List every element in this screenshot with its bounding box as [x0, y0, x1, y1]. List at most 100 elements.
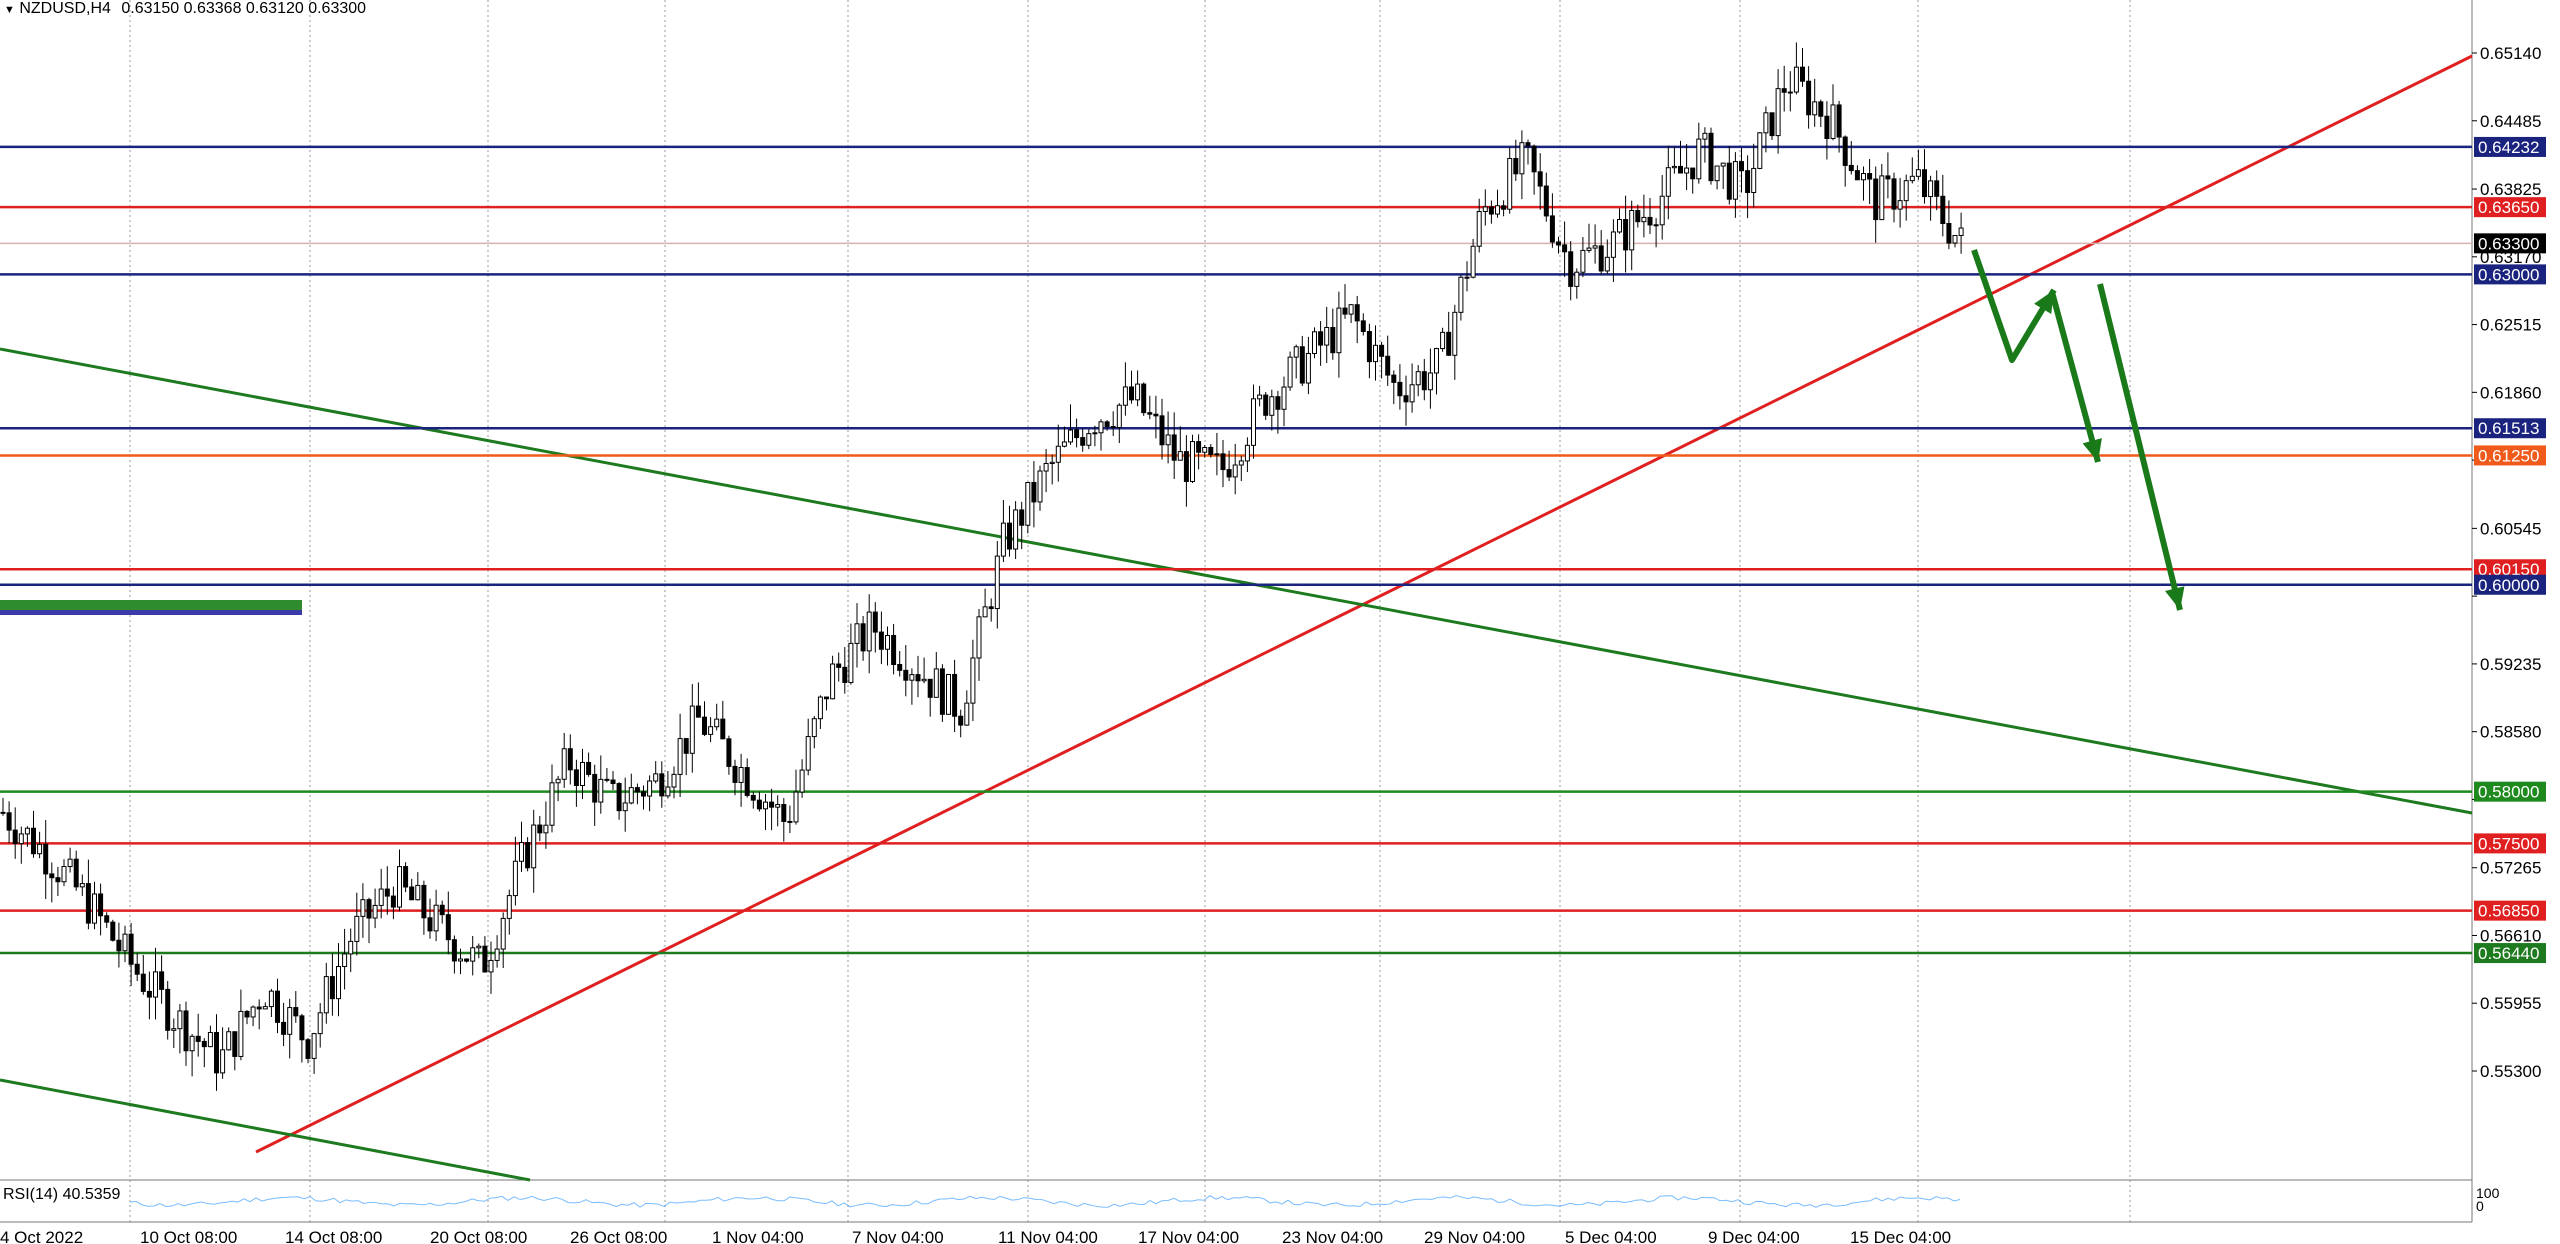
candle-body [1214, 453, 1220, 456]
price-tick-label: 0.58580 [2480, 723, 2541, 742]
level-label-text: 0.63650 [2478, 198, 2539, 217]
time-label: 15 Dec 04:00 [1850, 1228, 1951, 1244]
candle-body [275, 990, 280, 1023]
forecast-arrow-pullback[interactable] [1971, 249, 2057, 363]
candle-body [1025, 481, 1031, 526]
candle-body [1061, 441, 1067, 447]
candle-body [1171, 434, 1177, 461]
candle-body [1452, 311, 1458, 356]
candle-body [677, 738, 683, 775]
candle-body [1580, 249, 1586, 273]
candle-body [671, 773, 677, 788]
candle-body [561, 748, 567, 780]
candle-body [1336, 307, 1342, 354]
candle-body [1476, 211, 1482, 247]
candle-body [183, 1010, 189, 1052]
candle-body [830, 663, 836, 700]
candle-body [1007, 522, 1012, 550]
level-label-text: 0.60000 [2478, 576, 2539, 595]
candle-body [1287, 356, 1293, 388]
time-label: 1 Nov 04:00 [712, 1228, 804, 1244]
candle-body [1543, 185, 1549, 217]
level-label-0.63650: 0.63650 [2474, 197, 2546, 218]
candle-body [238, 1010, 244, 1057]
candle-body [1379, 344, 1385, 357]
time-label: 14 Oct 08:00 [285, 1228, 382, 1244]
candle-body [451, 939, 457, 962]
candle-body [98, 893, 104, 917]
level-label-text: 0.60150 [2478, 560, 2539, 579]
candle-body [738, 767, 744, 783]
candle-body [964, 702, 970, 726]
time-label: 17 Nov 04:00 [1138, 1228, 1239, 1244]
candle-body [1153, 413, 1159, 417]
candle-body [214, 1032, 219, 1074]
candle-body [1049, 461, 1055, 465]
candle-body [494, 948, 500, 961]
candle-body [1519, 142, 1525, 175]
candle-body [177, 1010, 183, 1030]
arrow-shaft [2049, 291, 2101, 463]
candle-body [79, 883, 85, 888]
time-label: 5 Dec 04:00 [1565, 1228, 1657, 1244]
candle-body [1257, 394, 1263, 400]
forecast-arrow-target-2[interactable] [2097, 283, 2185, 611]
price-tick-label: 0.55300 [2480, 1062, 2541, 1081]
level-label-0.56440: 0.56440 [2474, 943, 2546, 964]
falling-trendline-lower[interactable] [0, 1078, 531, 1182]
candle-body [1702, 132, 1708, 140]
candle-body [1464, 276, 1470, 279]
candle-body [756, 799, 762, 810]
candle-body [1617, 219, 1622, 233]
candle-body [885, 634, 890, 650]
forecast-arrow-target-1[interactable] [2049, 291, 2102, 463]
collapse-triangle-icon[interactable]: ▼ [4, 4, 15, 16]
candle-body [1110, 426, 1116, 429]
candle-body [872, 611, 878, 633]
candle-body [933, 668, 939, 698]
candle-body [287, 1007, 293, 1035]
candle-body [982, 606, 988, 618]
candle-body [415, 884, 421, 901]
candle-body [1281, 386, 1287, 410]
level-label-box [2474, 833, 2546, 854]
falling-trendline-upper[interactable] [0, 347, 2473, 815]
candle-body [610, 779, 616, 785]
candle-body [226, 1031, 232, 1051]
candle-body [61, 866, 67, 883]
candle-body [1562, 244, 1568, 253]
candle-body [1824, 115, 1830, 139]
rsi-line [129, 1195, 1961, 1208]
level-label-0.63300: 0.63300 [2474, 233, 2546, 254]
candle-body [1086, 433, 1092, 446]
level-label-0.61250: 0.61250 [2474, 445, 2546, 466]
level-label-text: 0.63300 [2478, 234, 2539, 253]
candle-body [1373, 344, 1378, 363]
time-label: 23 Nov 04:00 [1282, 1228, 1383, 1244]
candle-body [799, 769, 805, 793]
candle-body [31, 827, 36, 855]
candle-body [1787, 91, 1793, 94]
candle-body [897, 663, 903, 671]
candle-body [427, 917, 433, 932]
level-label-box [2474, 418, 2546, 439]
candle-body [348, 940, 354, 955]
candle-body [1122, 386, 1128, 406]
candle-body [1781, 88, 1787, 93]
candle-body [1220, 453, 1226, 471]
candle-body [1647, 216, 1653, 226]
time-label: 10 Oct 08:00 [140, 1228, 237, 1244]
candle-body [1232, 464, 1238, 478]
level-label-0.64232: 0.64232 [2474, 136, 2546, 157]
candle-body [793, 791, 799, 823]
candle-body [1867, 173, 1873, 180]
candle-body [1586, 247, 1592, 251]
candle-body [641, 791, 646, 797]
level-label-box [2474, 559, 2546, 580]
candle-body [12, 829, 18, 845]
candle-body [43, 843, 49, 875]
candle-body [305, 1039, 311, 1059]
candle-body [1861, 173, 1866, 181]
